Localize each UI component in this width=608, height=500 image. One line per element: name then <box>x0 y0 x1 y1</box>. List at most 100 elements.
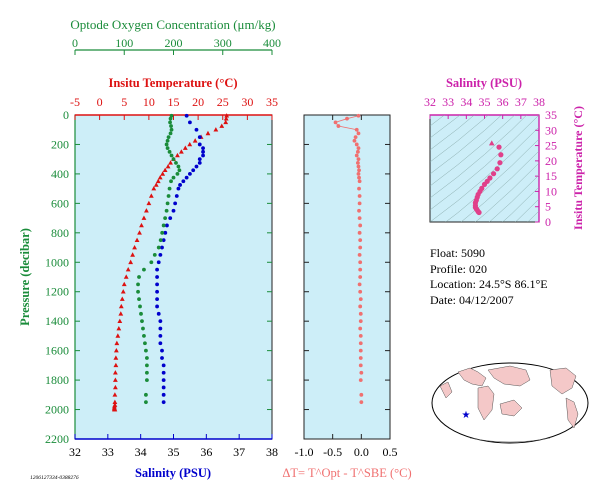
oxygen-tick-label: 300 <box>214 36 232 50</box>
salinity-point <box>161 385 166 390</box>
delta-t-point <box>357 186 361 191</box>
delta-t-point <box>358 223 363 228</box>
pressure-tick-label: 2000 <box>45 403 69 417</box>
temperature-tick-label: 15 <box>168 95 180 109</box>
temperature-point <box>165 163 171 169</box>
oxygen-point <box>165 201 170 206</box>
oxygen-point <box>168 120 172 125</box>
temperature-point <box>205 130 211 136</box>
temperature-point <box>157 174 163 180</box>
ts-y-tick-label: 5 <box>545 200 551 214</box>
delta-t-point <box>358 341 363 346</box>
density-contour <box>430 115 475 151</box>
delta-t-point <box>357 194 362 198</box>
delta-t-tick-label: -0.5 <box>323 445 342 459</box>
oxygen-point <box>141 326 145 331</box>
temperature-point <box>119 296 125 301</box>
oxygen-tick-label: 200 <box>165 36 183 50</box>
oxygen-point <box>176 164 181 169</box>
temperature-point <box>148 193 154 198</box>
oxygen-point <box>140 319 144 324</box>
salinity-point <box>173 201 178 206</box>
temperature-point <box>175 152 180 158</box>
temperature-point <box>139 222 144 228</box>
oxygen-point <box>167 149 172 154</box>
oxygen-point <box>145 378 149 382</box>
oxygen-point <box>167 186 172 191</box>
salinity-point <box>158 326 163 331</box>
salinity-point <box>165 223 169 228</box>
oxygen-point <box>144 400 148 405</box>
oxygen-point <box>136 282 140 287</box>
temperature-point <box>113 362 119 368</box>
ts-x-tick-label: 37 <box>515 95 527 109</box>
salinity-point <box>188 172 192 176</box>
temperature-point <box>118 303 124 309</box>
delta-t-tick-label: 0.0 <box>354 445 369 459</box>
ts-y-tick-label: 35 <box>545 108 557 122</box>
delta-t-point <box>354 153 359 158</box>
delta-t-point <box>358 297 363 301</box>
salinity-point <box>156 260 161 265</box>
temperature-point <box>137 230 142 235</box>
salinity-point <box>158 334 163 338</box>
salinity-point <box>161 392 166 397</box>
temperature-point <box>128 259 134 265</box>
salinity-point <box>163 230 168 235</box>
oxygen-point <box>164 208 169 213</box>
delta-t-point <box>358 304 363 309</box>
temperature-point <box>160 171 166 176</box>
temperature-tick-label: -5 <box>70 95 80 109</box>
oxygen-point <box>137 297 141 301</box>
pressure-tick-label: 1600 <box>45 344 69 358</box>
salinity-point <box>158 319 163 324</box>
delta-t-point <box>356 164 361 169</box>
salinity-axis-title: Salinity (PSU) <box>135 466 211 480</box>
delta-t-point <box>359 370 364 375</box>
delta-t-point <box>357 179 362 184</box>
pressure-axis-title: Pressure (decibar) <box>18 228 32 326</box>
salinity-point <box>160 245 164 250</box>
ts-x-tick-label: 38 <box>533 95 545 109</box>
temperature-tick-label: 0 <box>97 95 103 109</box>
delta-t-point <box>358 326 363 331</box>
pressure-tick-label: 2200 <box>45 432 69 446</box>
oxygen-point <box>138 304 142 309</box>
temperature-tick-label: 10 <box>143 95 155 109</box>
temperature-point <box>112 392 118 397</box>
delta-t-line <box>334 115 359 134</box>
delta-t-point <box>353 135 358 139</box>
salinity-point <box>188 120 192 125</box>
density-contour <box>430 115 503 175</box>
oxygen-point <box>165 138 170 143</box>
salinity-point <box>201 149 205 154</box>
image-id: 1206127334-0388276 <box>30 475 79 481</box>
ts-point <box>488 140 495 146</box>
delta-t-point <box>357 175 361 180</box>
oxygen-point <box>142 267 146 272</box>
salinity-point <box>161 370 166 375</box>
oxygen-point <box>166 194 171 198</box>
salinity-point <box>155 289 159 294</box>
delta-t-point <box>357 253 362 257</box>
oxygen-point <box>156 245 161 250</box>
delta-t-point <box>358 319 363 324</box>
temperature-point <box>134 237 140 242</box>
delta-t-point <box>357 230 362 235</box>
delta-t-point <box>358 363 363 368</box>
oxygen-point <box>169 124 173 128</box>
salinity-point <box>197 157 202 162</box>
temperature-point <box>162 167 168 173</box>
temperature-point <box>187 141 193 147</box>
delta-t-point <box>358 334 363 338</box>
pressure-tick-label: 200 <box>51 137 69 151</box>
delta-t-point <box>356 172 361 176</box>
oxygen-point <box>171 175 176 180</box>
oxygen-point <box>144 392 148 397</box>
oxygen-axis-title: Optode Oxygen Concentration (μm/kg) <box>70 17 275 32</box>
salinity-point <box>181 179 186 184</box>
ts-point <box>496 144 502 150</box>
temperature-point <box>115 333 121 338</box>
delta-t-point <box>356 157 361 162</box>
